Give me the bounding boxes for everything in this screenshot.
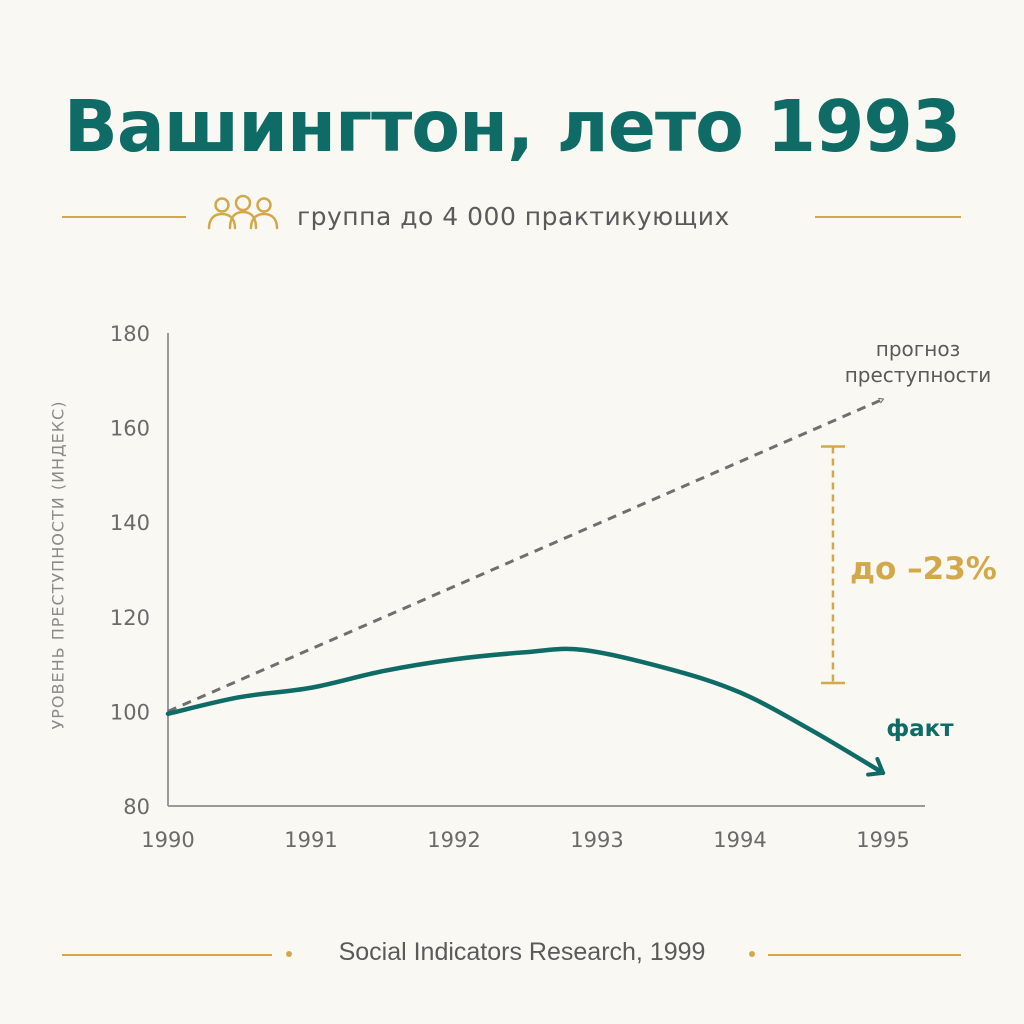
x-tick-label: 1995 (856, 828, 909, 852)
footer-dot-left (286, 951, 292, 957)
actual-series-label: факт (886, 716, 954, 742)
y-tick-label: 120 (110, 606, 150, 630)
y-tick-label: 80 (123, 795, 150, 819)
subtitle-text: группа до 4 000 практикующих (297, 201, 730, 231)
forecast-series-label: прогноз преступности (845, 337, 992, 387)
x-tick-label: 1994 (713, 828, 766, 852)
page-title: Вашингтон, лето 1993 (63, 85, 961, 168)
subtitle-rule-right (815, 216, 961, 218)
subtitle-rule-left (62, 216, 186, 218)
footer-dot-right (749, 951, 755, 957)
forecast-series-line (167, 397, 885, 713)
x-tick-label: 1993 (570, 828, 623, 852)
x-tick-label: 1992 (427, 828, 480, 852)
x-tick-label: 1990 (141, 828, 194, 852)
y-axis-title: УРОВЕНЬ ПРЕСТУПНОСТИ (ИНДЕКС) (48, 400, 68, 730)
x-tick-label: 1991 (284, 828, 337, 852)
source-citation: Social Indicators Research, 1999 (338, 938, 706, 966)
subtitle: группа до 4 000 практикующих (205, 194, 730, 238)
y-tick-label: 180 (110, 322, 150, 346)
actual-series-line (165, 646, 886, 776)
people-group-icon (205, 194, 281, 238)
footer-rule-left (62, 954, 272, 956)
y-tick-label: 160 (110, 417, 150, 441)
y-tick-label: 100 (110, 700, 150, 724)
gap-annotation-label: до –23% (850, 551, 997, 587)
actual-series-arrowhead (866, 756, 885, 777)
forecast-series-label-line: прогноз (876, 337, 960, 361)
y-tick-label: 140 (110, 511, 150, 535)
footer-rule-right (768, 954, 961, 956)
forecast-series-label-line: преступности (845, 363, 992, 387)
